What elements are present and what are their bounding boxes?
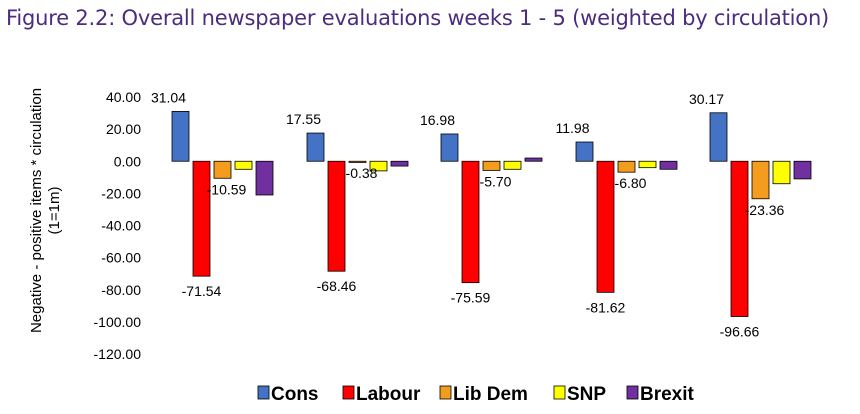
bar-snp <box>772 160 791 185</box>
data-label: -23.36 <box>745 202 785 218</box>
legend-item-labour[interactable]: Labour <box>342 384 421 405</box>
data-label: 31.04 <box>151 89 186 105</box>
data-label: 11.98 <box>556 120 590 136</box>
legend-label: SNP <box>567 384 606 405</box>
bar-lib-dem <box>213 160 232 179</box>
legend-swatch <box>257 385 270 400</box>
data-label: -10.59 <box>207 181 247 197</box>
y-tick-label: -80.00 <box>101 282 141 298</box>
y-tick-label: -60.00 <box>101 250 141 266</box>
bar-labour <box>192 160 211 277</box>
data-labels: 31.04 -71.54 -10.59 17.55 -68.46 -0.38 16.98 -7… <box>151 89 785 339</box>
data-label: -81.62 <box>586 299 626 315</box>
bar-lib-dem <box>617 160 636 173</box>
bar-lib-dem <box>482 160 501 171</box>
legend[interactable]: Cons Labour Lib Dem SNP Brexit <box>257 384 695 405</box>
y-tick-label: 40.00 <box>106 89 141 105</box>
legend-swatch <box>342 385 355 400</box>
data-label: 17.55 <box>286 111 321 127</box>
bar-cons <box>575 141 594 162</box>
y-tick-label: -120.00 <box>94 346 142 362</box>
bar-labour <box>327 160 346 272</box>
bar-labour <box>730 160 749 317</box>
y-tick-label: -20.00 <box>101 185 141 201</box>
bar-brexit <box>793 160 812 180</box>
y-tick-label: 0.00 <box>114 153 141 169</box>
bar-labour <box>596 160 615 293</box>
bar-labour <box>461 160 480 284</box>
y-axis-title-line: (1=1m) <box>46 187 63 235</box>
legend-swatch <box>626 385 639 400</box>
bar-cons <box>306 132 325 162</box>
figure-title: Figure 2.2: Overall newspaper evaluation… <box>6 6 830 30</box>
y-tick-label: -40.00 <box>101 218 141 234</box>
y-axis-label: Negative - positive items * circulation(… <box>28 88 63 333</box>
bar-cons <box>440 133 459 162</box>
data-label: -5.70 <box>480 173 512 189</box>
bar-snp <box>369 160 388 172</box>
data-label: -0.38 <box>346 165 378 181</box>
bar-snp <box>638 160 657 169</box>
legend-item-cons[interactable]: Cons <box>257 384 319 405</box>
y-tick-label: 20.00 <box>106 121 141 137</box>
legend-swatch <box>553 385 566 400</box>
legend-swatch <box>439 385 452 400</box>
legend-label: Labour <box>356 384 421 405</box>
bar-brexit <box>524 157 543 162</box>
y-axis-ticks: 40.00 20.00 0.00 -20.00 -40.00 -60.00 -80.00 -1… <box>94 89 142 362</box>
bar-cons <box>709 112 728 162</box>
data-label: -71.54 <box>182 283 222 299</box>
data-label: -75.59 <box>451 290 491 306</box>
data-label: -68.46 <box>317 278 357 294</box>
bar-snp <box>503 160 522 170</box>
legend-label: Cons <box>271 384 319 405</box>
bars <box>171 110 812 317</box>
bar-lib-dem <box>348 160 367 163</box>
bar-brexit <box>659 160 678 170</box>
data-label: 30.17 <box>689 91 724 107</box>
legend-item-brexit[interactable]: Brexit <box>626 384 695 405</box>
legend-label: Lib Dem <box>453 384 528 405</box>
data-label: -96.66 <box>720 324 760 340</box>
y-tick-label: -100.00 <box>94 314 142 330</box>
bar-lib-dem <box>751 160 770 200</box>
bar-brexit <box>390 160 409 167</box>
data-label: -6.80 <box>615 175 647 191</box>
y-axis-title-line: Negative - positive items * circulation <box>28 88 45 333</box>
legend-item-lib-dem[interactable]: Lib Dem <box>439 384 528 405</box>
data-label: 16.98 <box>420 112 455 128</box>
legend-item-snp[interactable]: SNP <box>553 384 606 405</box>
bar-brexit <box>255 160 274 196</box>
bar-snp <box>234 160 253 170</box>
legend-label: Brexit <box>640 384 695 405</box>
bar-cons <box>171 110 190 162</box>
